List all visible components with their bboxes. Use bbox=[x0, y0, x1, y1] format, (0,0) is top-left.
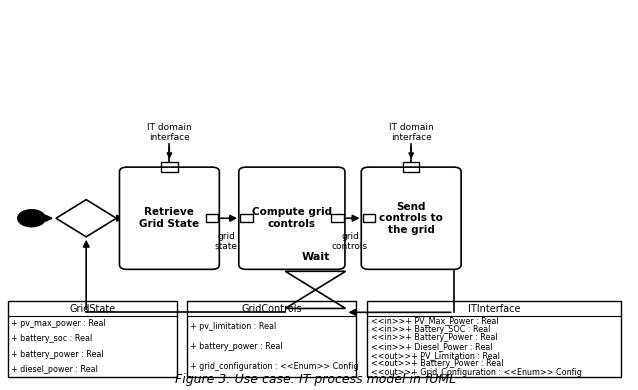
Text: Send
controls to
the grid: Send controls to the grid bbox=[379, 202, 443, 235]
Bar bbox=[8, 301, 177, 377]
Text: IT domain
interface: IT domain interface bbox=[389, 123, 434, 142]
Bar bbox=[187, 301, 356, 377]
Text: Figure 3: Use case: IT process model in fUML: Figure 3: Use case: IT process model in … bbox=[175, 372, 456, 385]
Bar bbox=[240, 215, 253, 222]
Text: Wait: Wait bbox=[301, 252, 330, 262]
Text: + battery_power : Real: + battery_power : Real bbox=[190, 342, 283, 351]
Circle shape bbox=[18, 210, 45, 227]
Text: <<in>>+ Battery_SOC : Real: <<in>>+ Battery_SOC : Real bbox=[371, 325, 490, 334]
Text: + battery_soc : Real: + battery_soc : Real bbox=[11, 335, 93, 344]
Text: + pv_max_power : Real: + pv_max_power : Real bbox=[11, 319, 106, 328]
FancyBboxPatch shape bbox=[119, 167, 219, 269]
Text: + battery_power : Real: + battery_power : Real bbox=[11, 350, 104, 359]
Text: <<in>>+ Diesel_Power : Real: <<in>>+ Diesel_Power : Real bbox=[371, 342, 492, 351]
Text: GridControls: GridControls bbox=[241, 304, 302, 314]
Text: grid
controls: grid controls bbox=[332, 232, 368, 251]
FancyBboxPatch shape bbox=[361, 167, 461, 269]
Bar bbox=[205, 215, 218, 222]
Text: <<out>>+ Battery_Power : Real: <<out>>+ Battery_Power : Real bbox=[371, 360, 503, 369]
Bar bbox=[367, 301, 621, 377]
Text: GridState: GridState bbox=[70, 304, 115, 314]
Bar bbox=[362, 215, 375, 222]
Text: + grid_configuration : <<Enum>> Config: + grid_configuration : <<Enum>> Config bbox=[190, 362, 359, 371]
FancyBboxPatch shape bbox=[239, 167, 345, 269]
Bar bbox=[403, 162, 419, 172]
Text: <<out>>+ PV_Limitation : Real: <<out>>+ PV_Limitation : Real bbox=[371, 351, 500, 360]
Text: Retrieve
Grid State: Retrieve Grid State bbox=[139, 207, 200, 229]
Bar bbox=[331, 215, 344, 222]
Text: + pv_limitation : Real: + pv_limitation : Real bbox=[190, 322, 277, 331]
Text: <<out>>+ Grid_Configuration : <<Enum>> Config: <<out>>+ Grid_Configuration : <<Enum>> C… bbox=[371, 368, 582, 377]
Text: <<in>>+ Battery_Power : Real: <<in>>+ Battery_Power : Real bbox=[371, 333, 497, 342]
Text: IT domain
interface: IT domain interface bbox=[147, 123, 192, 142]
Bar bbox=[161, 162, 177, 172]
Text: + diesel_power : Real: + diesel_power : Real bbox=[11, 365, 98, 374]
Text: ITInterface: ITInterface bbox=[468, 304, 521, 314]
Text: <<in>>+ PV_Max_Power : Real: <<in>>+ PV_Max_Power : Real bbox=[371, 316, 498, 325]
Text: grid
state: grid state bbox=[215, 232, 238, 251]
Text: Compute grid
controls: Compute grid controls bbox=[252, 207, 332, 229]
